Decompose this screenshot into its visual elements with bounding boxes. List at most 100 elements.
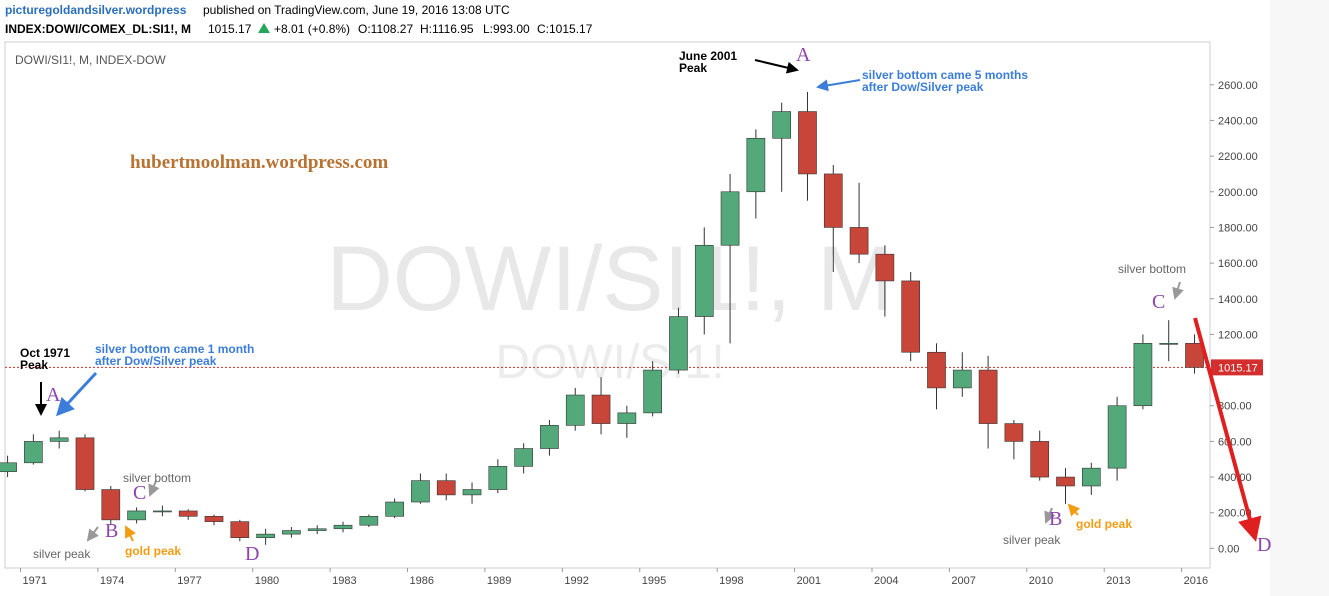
up-triangle	[258, 23, 270, 33]
candle-body	[746, 137, 766, 193]
header-symbol: INDEX:DOWI/COMEX_DL:SI1!, M	[5, 22, 191, 36]
candle-body	[24, 441, 43, 464]
header-low: L:993.00	[483, 22, 530, 36]
candle-body	[462, 489, 482, 496]
y-tick-label: 800.00	[1218, 401, 1252, 413]
annotation: silver bottom came 1 month	[95, 342, 254, 356]
candle-body	[669, 316, 688, 371]
y-tick-label: 2600.00	[1218, 80, 1258, 92]
candle-body	[333, 524, 353, 530]
y-tick-label: 1800.00	[1218, 222, 1258, 234]
annotation: D	[1257, 534, 1271, 556]
candle-body	[1056, 476, 1075, 487]
chart-title: DOWI/SI1!, M, INDEX-DOW	[15, 53, 166, 67]
x-tick-label: 2013	[1106, 575, 1130, 587]
candle-body	[591, 394, 611, 424]
candle-body	[436, 480, 456, 496]
candle-body	[385, 501, 404, 517]
candle-body	[720, 191, 740, 246]
header-high: H:1116.95	[420, 22, 474, 36]
x-tick-label: 1995	[642, 575, 666, 587]
candle-body	[1030, 441, 1050, 478]
candle-body	[359, 515, 379, 526]
candle-body	[153, 510, 172, 513]
header-change: +8.01 (+0.8%)	[274, 22, 350, 36]
annotation: B	[1049, 508, 1062, 530]
candle-body	[178, 510, 198, 517]
candle-body	[1081, 467, 1101, 487]
x-tick-label: 2010	[1029, 575, 1053, 587]
annotation: B	[105, 520, 118, 542]
candle-body	[772, 111, 792, 139]
candle-body	[230, 521, 250, 538]
candle-body	[927, 351, 946, 389]
annotation: A	[796, 44, 811, 66]
x-tick-label: 1974	[100, 575, 124, 587]
x-tick-label: 2001	[797, 575, 821, 587]
candle-body	[1133, 343, 1153, 407]
x-tick-label: 1989	[487, 575, 511, 587]
y-tick-label: 600.00	[1218, 436, 1252, 448]
x-tick-label: 1971	[22, 575, 46, 587]
y-tick-label: 2000.00	[1218, 187, 1258, 199]
candle-body	[256, 533, 275, 538]
x-tick-label: 1998	[719, 575, 743, 587]
candle-body	[643, 369, 662, 414]
candle-body	[514, 448, 533, 467]
candle-body	[849, 227, 869, 255]
header-site[interactable]: picturegoldandsilver.wordpress	[5, 3, 187, 17]
candle-body	[411, 480, 430, 503]
side-margin	[1270, 0, 1329, 596]
y-tick-label: 1600.00	[1218, 258, 1258, 270]
annotation: Peak	[20, 358, 48, 372]
candle-body	[0, 462, 17, 473]
last-price-box	[1211, 359, 1263, 376]
candle-body	[1107, 405, 1127, 469]
annotation: silver peak	[33, 547, 91, 561]
header-last: 1015.17	[208, 22, 252, 36]
candle-body	[694, 244, 714, 317]
x-tick-label: 1986	[410, 575, 434, 587]
candle-body	[952, 369, 972, 389]
x-tick-label: 2016	[1184, 575, 1208, 587]
candle-body	[1004, 423, 1024, 442]
annotation: D	[245, 543, 259, 565]
candle-body	[901, 280, 921, 353]
annotation: A	[46, 384, 61, 406]
watermark-small: DOWI/SI1!	[495, 336, 724, 389]
plot-frame	[4, 41, 1211, 569]
annotation: gold peak	[125, 544, 181, 558]
x-tick-label: 1980	[255, 575, 279, 587]
x-tick-label: 1983	[332, 575, 356, 587]
candle-body	[1159, 343, 1179, 345]
x-tick-label: 2007	[951, 575, 975, 587]
annotation: silver bottom came 5 months	[862, 68, 1028, 82]
candle-body	[49, 437, 69, 442]
candle-body	[798, 111, 817, 175]
candle-body	[540, 425, 559, 449]
candle-body	[282, 530, 301, 535]
annotation: C	[133, 482, 146, 504]
x-tick-label: 1992	[564, 575, 588, 587]
y-tick-label: 2200.00	[1218, 151, 1258, 163]
y-tick-label: 1200.00	[1218, 329, 1258, 341]
annotation: gold peak	[1076, 517, 1132, 531]
arrows	[35, 59, 1262, 542]
candle-body	[101, 489, 121, 521]
x-tick-label: 2004	[874, 575, 898, 587]
candle-body	[875, 253, 895, 282]
candle-body	[127, 510, 146, 521]
candle-body	[75, 437, 95, 490]
header-open: O:1108.27	[358, 22, 413, 36]
annotation: Peak	[679, 61, 707, 75]
header-close: C:1015.17	[537, 22, 593, 36]
annotation: silver peak	[1003, 533, 1061, 547]
watermark: DOWI/SI1!, M	[326, 228, 893, 330]
x-tick-label: 1977	[177, 575, 201, 587]
candle-body	[823, 173, 843, 228]
y-tick-label: 400.00	[1218, 472, 1252, 484]
candle-body	[565, 394, 585, 426]
last-price-label: 1015.17	[1218, 362, 1258, 374]
